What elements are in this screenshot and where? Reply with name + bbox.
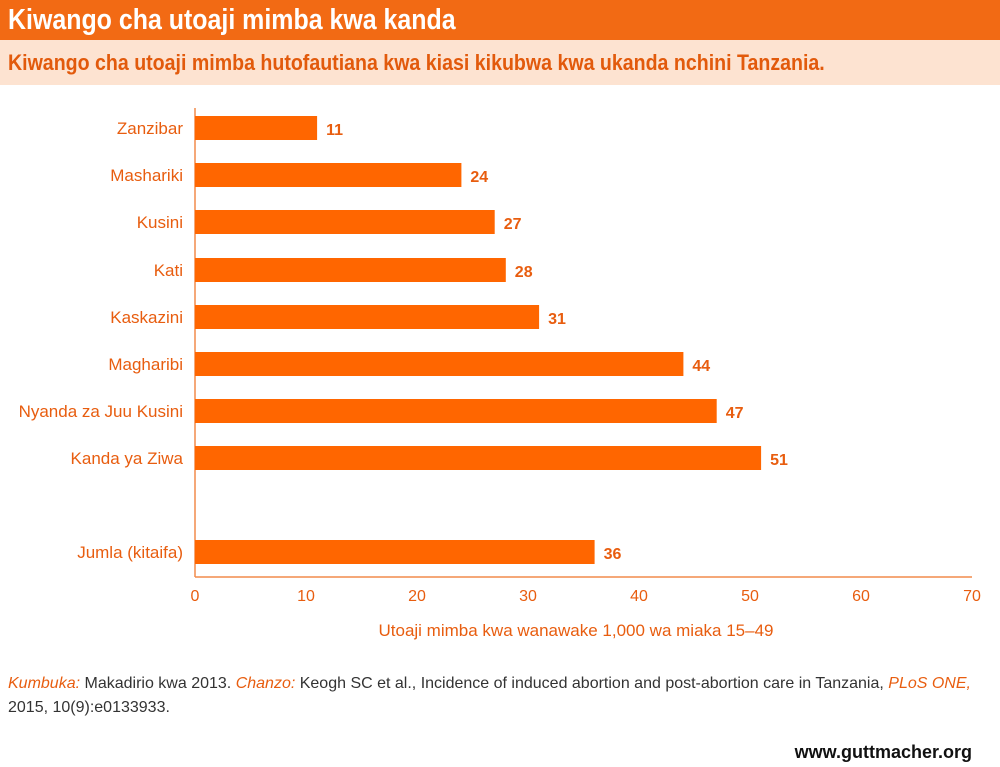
journal-name: PLoS ONE, (888, 675, 971, 692)
value-label: 31 (548, 311, 566, 328)
bar (195, 210, 495, 234)
source-text: Keogh SC et al., Incidence of induced ab… (295, 675, 889, 692)
chart-title: Kiwango cha utoaji mimba kwa kanda (8, 4, 456, 36)
value-label: 11 (326, 122, 343, 139)
category-label: Magharibi (108, 355, 183, 374)
category-label: Kati (154, 261, 183, 280)
value-label: 36 (604, 546, 622, 563)
category-label: Kaskazini (110, 308, 183, 327)
category-label: Nyanda za Juu Kusini (19, 402, 183, 421)
chart-subtitle: Kiwango cha utoaji mimba hutofautiana kw… (8, 50, 825, 75)
value-label: 47 (726, 405, 744, 422)
x-tick-label: 20 (408, 588, 426, 605)
bar (195, 540, 595, 564)
value-label: 24 (470, 169, 488, 186)
category-label: Kanda ya Ziwa (71, 449, 184, 468)
bar (195, 163, 462, 187)
bar (195, 352, 684, 376)
category-label: Jumla (kitaifa) (77, 543, 183, 562)
note-text: Makadirio kwa 2013. (80, 675, 236, 692)
x-tick-label: 10 (297, 588, 315, 605)
value-label: 28 (515, 264, 533, 281)
tick-labels: 0 10 20 30 40 50 60 70 (191, 588, 981, 605)
bar (195, 116, 318, 140)
bar (195, 399, 717, 423)
bar (195, 305, 540, 329)
bar-chart: Zanzibar Mashariki Kusini Kati Kaskazini Magh… (19, 108, 981, 640)
bars-layer (195, 116, 762, 564)
title-bar (0, 0, 1000, 40)
category-label: Zanzibar (117, 119, 183, 138)
citation-text: 2015, 10(9):e0133933. (8, 699, 170, 716)
value-label: 51 (770, 452, 788, 469)
x-tick-label: 60 (852, 588, 870, 605)
x-tick-label: 70 (963, 588, 981, 605)
value-labels: 11 24 27 28 31 44 47 51 36 (326, 122, 788, 563)
note-label: Kumbuka: (8, 675, 81, 692)
website-url[interactable]: www.guttmacher.org (794, 742, 972, 762)
bar (195, 446, 762, 470)
category-label: Mashariki (110, 166, 183, 185)
subtitle-bar (0, 40, 1000, 85)
x-axis-title: Utoaji mimba kwa wanawake 1,000 wa miaka… (379, 621, 774, 640)
x-tick-label: 0 (191, 588, 200, 605)
x-tick-label: 30 (519, 588, 537, 605)
x-tick-label: 40 (630, 588, 648, 605)
footnote: Kumbuka: Makadirio kwa 2013. Chanzo: Keo… (8, 672, 988, 720)
source-label: Chanzo: (235, 675, 296, 692)
value-label: 44 (692, 358, 710, 375)
x-tick-label: 50 (741, 588, 759, 605)
bar (195, 258, 506, 282)
category-label: Kusini (137, 213, 183, 232)
value-label: 27 (504, 216, 522, 233)
category-labels: Zanzibar Mashariki Kusini Kati Kaskazini Magh… (19, 119, 184, 562)
